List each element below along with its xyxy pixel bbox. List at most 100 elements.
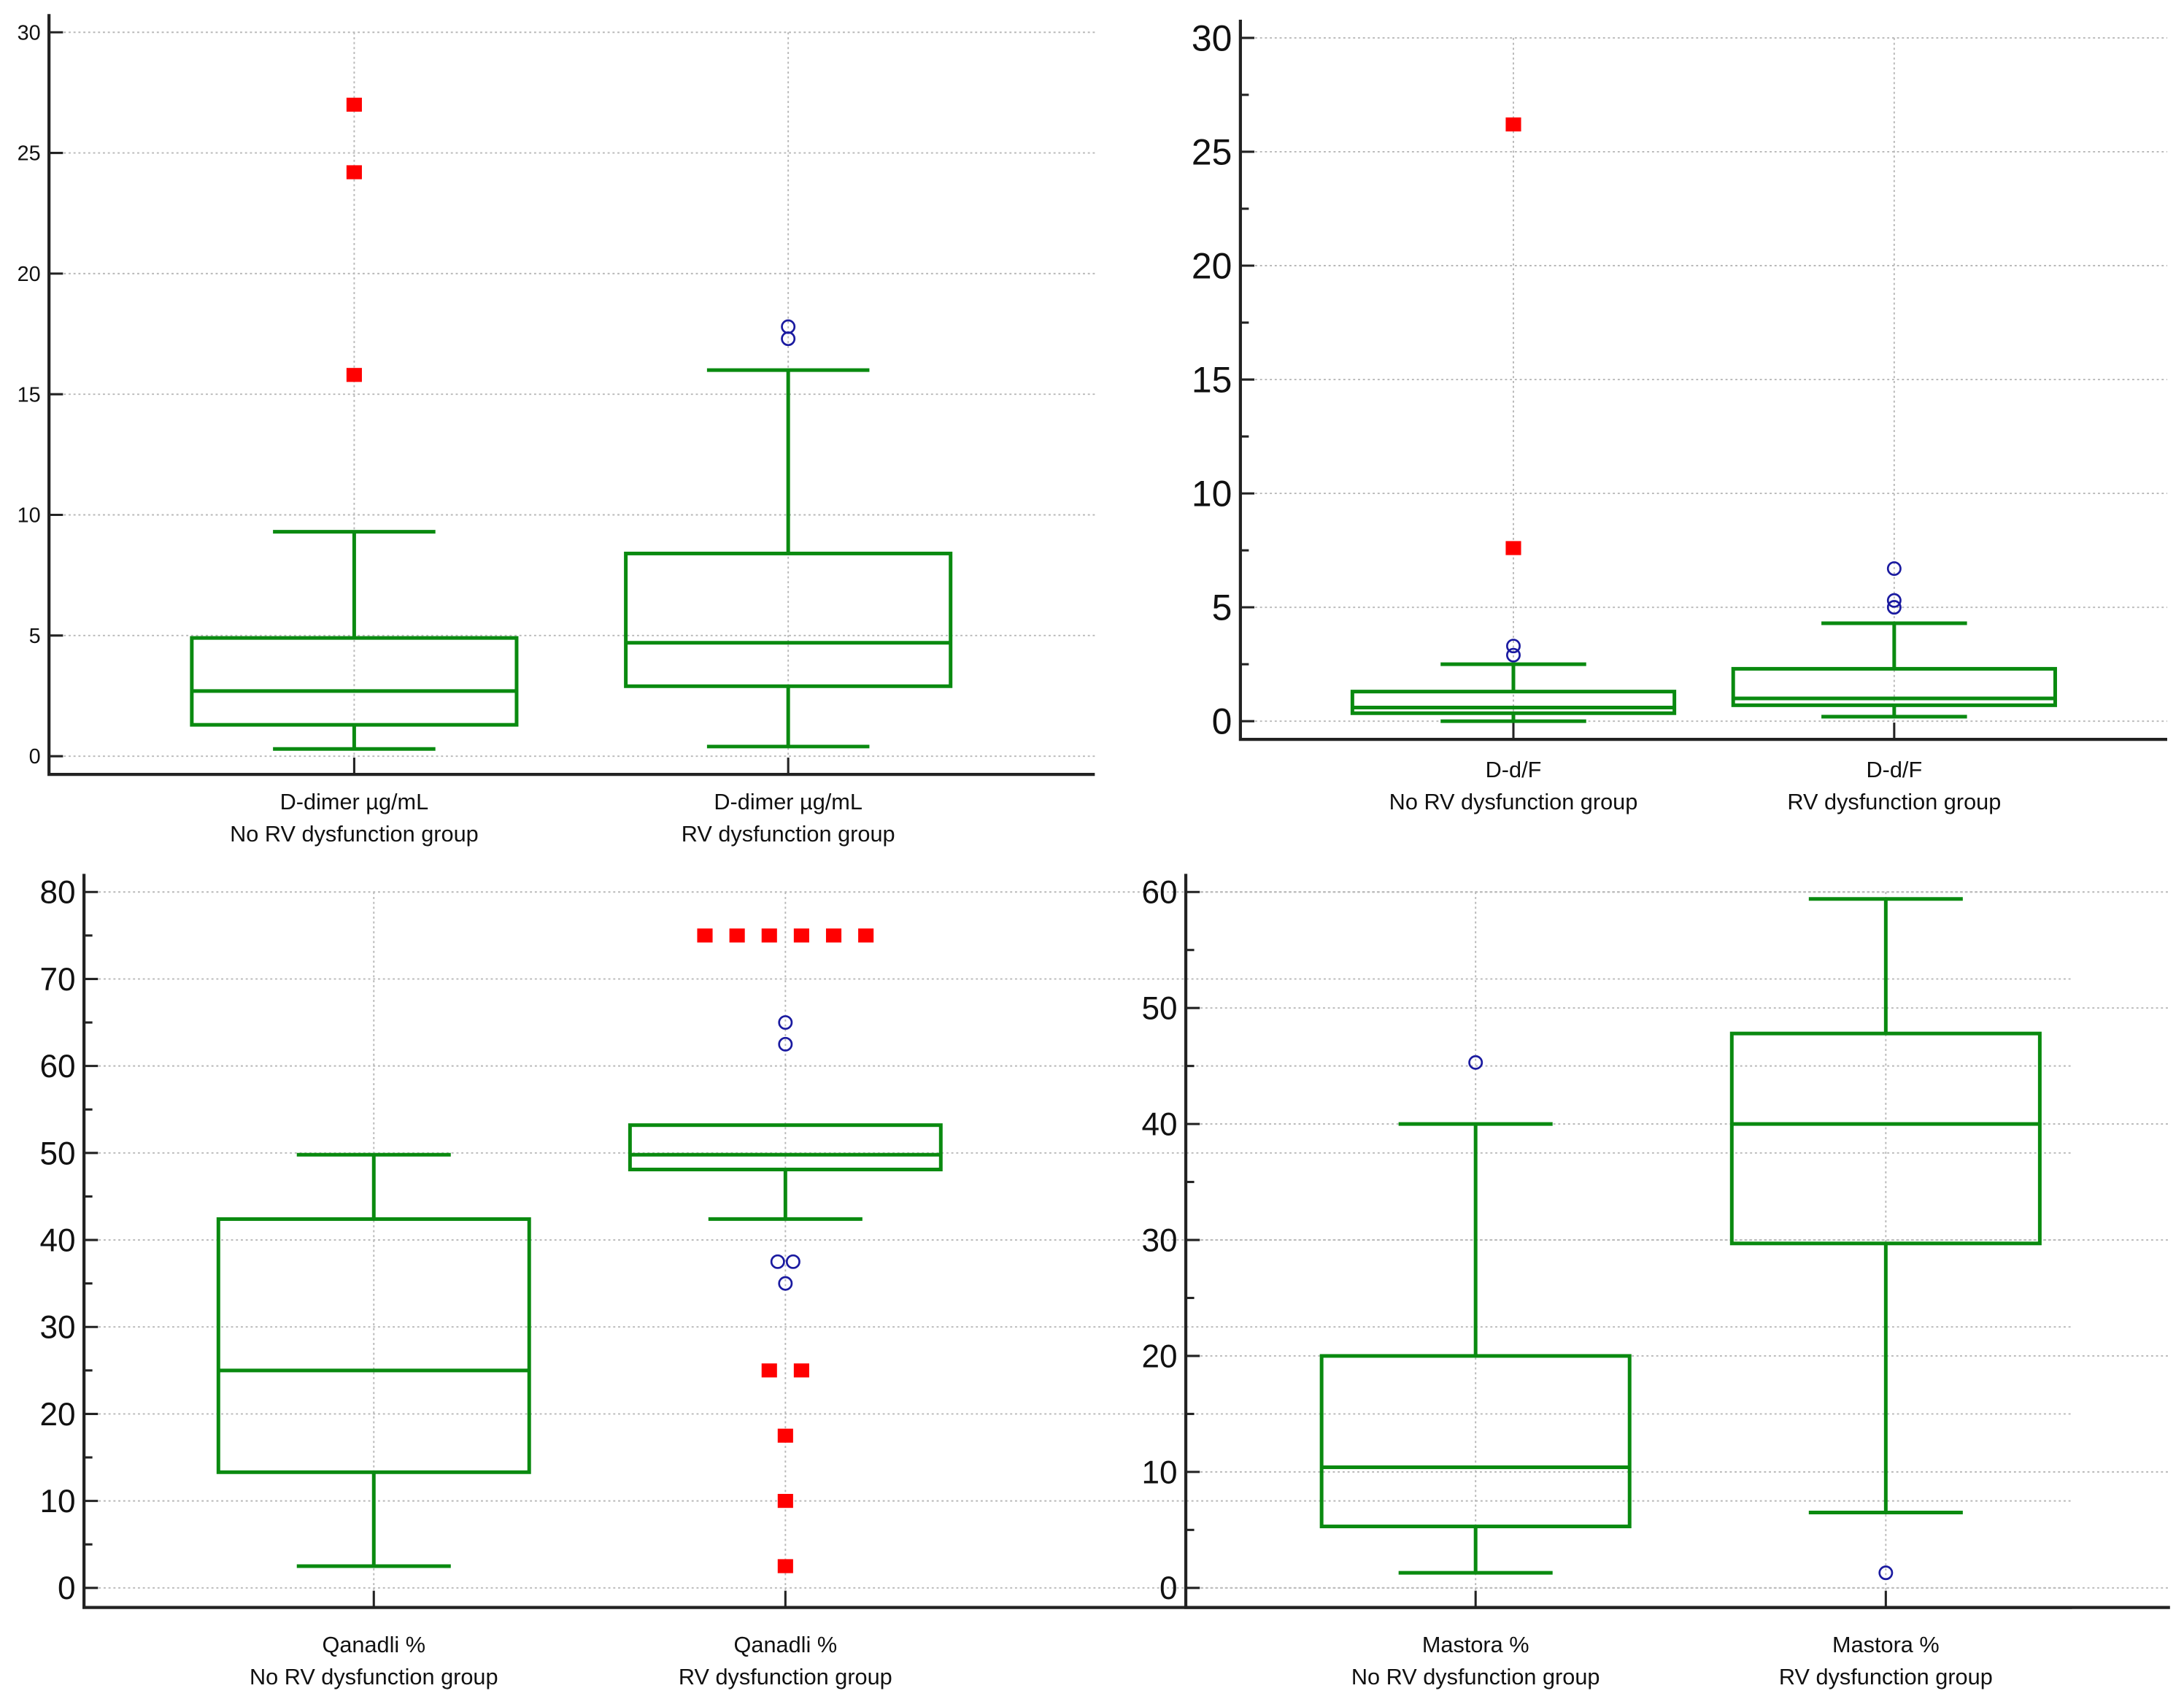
outlier-point xyxy=(785,1254,800,1269)
y-tick-label: 20 xyxy=(1141,1338,1177,1374)
far-outlier-point xyxy=(346,368,362,382)
x-category-label: D-dimer µg/mL xyxy=(714,789,863,814)
y-tick-label: 20 xyxy=(18,263,41,286)
outlier-point xyxy=(1468,1055,1483,1070)
x-category-group-label: No RV dysfunction group xyxy=(250,1664,498,1689)
far-outlier-point xyxy=(858,928,874,943)
y-tick-label: 25 xyxy=(18,142,41,166)
box-group-1: Qanadli % No RV dysfunction group xyxy=(216,1152,531,1689)
chart-panel-4: 0 10 20 30 40 50 60 Mastora % No RV dysfunction … xyxy=(1141,874,2170,1689)
x-category-group-label: RV dysfunction group xyxy=(679,1664,892,1689)
chart-panel-3: 0 10 20 30 40 50 60 70 80 Qanadli % No RV dysfunct… xyxy=(40,874,2072,1689)
outlier-point xyxy=(778,1276,793,1291)
x-category-group-label: No RV dysfunction group xyxy=(230,821,479,847)
y-tick-label: 30 xyxy=(18,21,41,45)
x-category-label: Mastora % xyxy=(1832,1632,1940,1657)
x-category-label: Qanadli % xyxy=(734,1632,838,1657)
y-tick-label: 30 xyxy=(1192,18,1232,58)
far-outlier-point xyxy=(793,928,809,943)
y-tick-label: 15 xyxy=(1192,360,1232,401)
axes xyxy=(1184,874,2170,1609)
y-tick-label: 80 xyxy=(40,875,76,911)
box-group-1: D-d/F No RV dysfunction group xyxy=(1350,117,1677,814)
y-tick-label: 10 xyxy=(1141,1454,1177,1490)
far-outlier-point xyxy=(697,928,713,943)
y-tick-label: 20 xyxy=(1192,245,1232,286)
axes xyxy=(47,14,1095,777)
x-category-group-label: RV dysfunction group xyxy=(1779,1664,1993,1689)
outlier-point xyxy=(1506,647,1521,663)
y-tick-label: 5 xyxy=(1212,587,1232,628)
x-category-group-label: No RV dysfunction group xyxy=(1389,789,1638,814)
far-outlier-point xyxy=(1505,541,1521,555)
outlier-point xyxy=(778,1036,793,1052)
outlier-point xyxy=(781,319,796,334)
x-category-group-label: No RV dysfunction group xyxy=(1351,1664,1600,1689)
outlier-point xyxy=(1886,593,1902,608)
far-outlier-point xyxy=(777,1494,793,1508)
y-tick-label: 30 xyxy=(40,1310,76,1346)
y-tick-label: 10 xyxy=(18,504,41,528)
iqr-box xyxy=(216,1217,531,1474)
y-tick-label: 60 xyxy=(1141,875,1177,911)
y-tick-label: 20 xyxy=(40,1397,76,1433)
y-tick-label: 40 xyxy=(40,1222,76,1258)
chart-panel-1: 0 5 10 15 20 25 30 D-dimer µg/mL No RV dysfuncti… xyxy=(18,14,1095,847)
box-group-2: D-d/F RV dysfunction group xyxy=(1731,561,2057,814)
far-outlier-point xyxy=(777,1559,793,1573)
y-tick-label: 40 xyxy=(1141,1107,1177,1143)
y-tick-label: 70 xyxy=(40,962,76,998)
far-outlier-point xyxy=(777,1428,793,1443)
y-tick-label: 0 xyxy=(58,1571,76,1606)
y-tick-label: 10 xyxy=(40,1484,76,1519)
far-outlier-point xyxy=(729,928,745,943)
far-outlier-point xyxy=(346,165,362,180)
outlier-point xyxy=(778,1015,793,1030)
outlier-point xyxy=(770,1254,785,1269)
y-tick-label: 10 xyxy=(1192,474,1232,515)
box-group-2: D-dimer µg/mL RV dysfunction group xyxy=(624,319,953,847)
y-tick-label: 60 xyxy=(40,1049,76,1084)
y-tick-label: 50 xyxy=(1141,991,1177,1027)
y-tick-label: 0 xyxy=(1159,1571,1178,1606)
iqr-box xyxy=(1731,666,2057,707)
box-group-2: Mastora % RV dysfunction group xyxy=(1729,897,2042,1689)
iqr-box xyxy=(1319,1354,1632,1529)
box-group-2: Qanadli % RV dysfunction group xyxy=(628,928,943,1689)
iqr-box xyxy=(190,636,519,727)
far-outlier-point xyxy=(793,1363,809,1378)
y-tick-label: 0 xyxy=(1212,701,1232,742)
far-outlier-point xyxy=(1505,117,1521,132)
far-outlier-point xyxy=(761,928,777,943)
far-outlier-point xyxy=(825,928,842,943)
iqr-box xyxy=(628,1123,943,1171)
chart-panel-2: 0 5 10 15 20 25 30 D-d/F No RV dysfunction group… xyxy=(1192,18,2167,814)
axes xyxy=(1238,19,2167,741)
y-tick-label: 50 xyxy=(40,1136,76,1171)
y-tick-label: 15 xyxy=(18,383,41,406)
x-category-group-label: RV dysfunction group xyxy=(1787,789,2001,814)
x-category-label: Mastora % xyxy=(1422,1632,1529,1657)
y-tick-label: 25 xyxy=(1192,131,1232,172)
x-category-label: D-d/F xyxy=(1486,757,1542,782)
far-outlier-point xyxy=(761,1363,777,1378)
iqr-box xyxy=(1350,690,1677,715)
x-category-label: Qanadli % xyxy=(322,1632,425,1657)
far-outlier-point xyxy=(346,97,362,112)
x-category-label: D-dimer µg/mL xyxy=(280,789,429,814)
y-tick-label: 0 xyxy=(29,745,41,768)
y-tick-label: 5 xyxy=(29,625,41,648)
iqr-box xyxy=(624,551,953,688)
x-category-label: D-d/F xyxy=(1866,757,1922,782)
outlier-point xyxy=(1506,639,1521,654)
box-group-1: D-dimer µg/mL No RV dysfunction group xyxy=(190,97,519,847)
iqr-box xyxy=(1729,1031,2042,1246)
outlier-point xyxy=(1878,1565,1894,1581)
x-category-group-label: RV dysfunction group xyxy=(682,821,895,847)
box-group-1: Mastora % No RV dysfunction group xyxy=(1319,1055,1632,1689)
y-tick-label: 30 xyxy=(1141,1222,1177,1258)
outlier-point xyxy=(1886,600,1902,615)
outlier-point xyxy=(781,331,796,347)
outlier-point xyxy=(1886,561,1902,577)
